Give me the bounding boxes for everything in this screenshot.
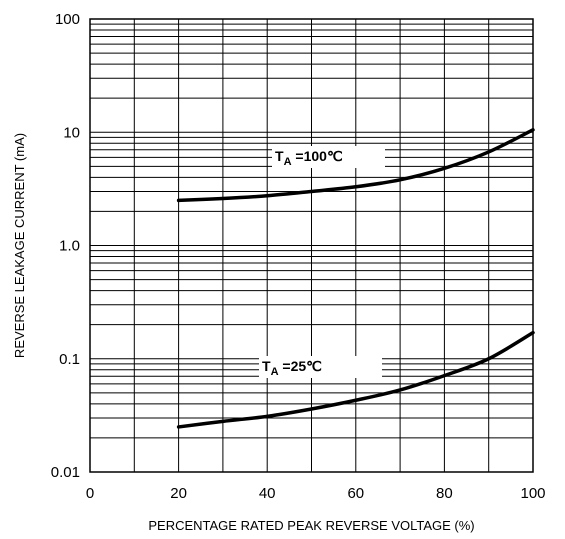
y-axis-title: REVERSE LEAKAGE CURRENT (mA) [12,133,27,358]
label-rest: =25℃ [279,358,323,374]
x-tick-labels: 0 20 40 60 80 100 [86,485,546,502]
curve-ta-25c [176,330,535,429]
x-tick-label: 60 [347,485,364,502]
y-tick-label: 10 [63,124,80,141]
curves [176,128,535,429]
y-tick-label: 0.1 [59,351,80,368]
curve-label-text: TA =100℃ [275,148,343,168]
y-tick-label: 1.0 [59,238,80,255]
x-tick-label: 40 [259,485,276,502]
label-ta-25c: TA =25℃ [259,356,382,378]
label-background [259,356,382,378]
x-tick-label: 20 [170,485,187,502]
y-tick-label: 0.01 [51,464,80,481]
x-tick-label: 100 [520,485,545,502]
curve-ta-100c [176,128,535,203]
y-tick-labels: 0.01 0.1 1.0 10 100 [51,11,80,481]
label-background [272,146,385,168]
curve-labels: TA =100℃TA =25℃ [259,146,385,378]
label-rest: =100℃ [292,148,343,164]
label-subscript: A [271,366,279,378]
label-subscript: A [284,156,292,168]
y-tick-label: 100 [55,11,80,28]
plot-frame [89,18,534,473]
curve-label-text: TA =25℃ [262,358,322,378]
label-main: T [262,358,271,374]
x-tick-label: 80 [436,485,453,502]
x-axis-title: PERCENTAGE RATED PEAK REVERSE VOLTAGE (%… [148,518,474,533]
label-main: T [275,148,284,164]
label-ta-100c: TA =100℃ [272,146,385,168]
grid [90,19,533,473]
x-tick-label: 0 [86,485,94,502]
